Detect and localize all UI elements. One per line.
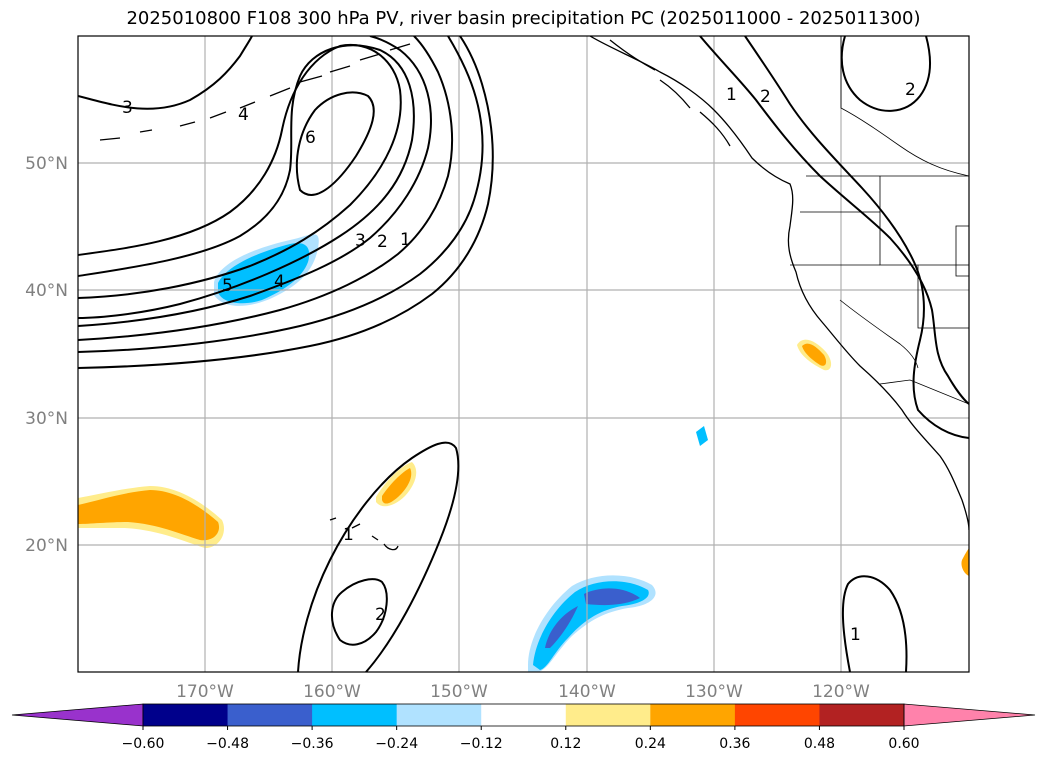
colorbar-tick-label: −0.60 <box>122 736 165 752</box>
colorbar-tick-label: 0.12 <box>550 736 581 752</box>
colorbar-tick-label: 0.60 <box>888 736 919 752</box>
pv-contour-5 <box>78 43 402 299</box>
colorbar-tick-label: 0.48 <box>804 736 835 752</box>
pv-contour-2-east <box>744 36 969 439</box>
pv-label: 2 <box>377 232 388 252</box>
precip-shading <box>78 234 969 672</box>
pv-contour-3-top <box>78 36 253 110</box>
pv-contour-2-south <box>331 578 388 646</box>
lon-label: 170°W <box>176 682 234 702</box>
map-border <box>77 35 970 673</box>
pv-label: 3 <box>355 231 366 251</box>
colorbar-tick-label: 0.24 <box>635 736 666 752</box>
pv-label: 1 <box>343 525 354 545</box>
coastlines <box>99 36 969 551</box>
colorbar-tick-label: −0.24 <box>375 736 418 752</box>
pv-label: 4 <box>274 272 285 292</box>
pv-contour-1-se <box>841 575 908 672</box>
pv-contour-1-b <box>78 36 494 369</box>
longitude-labels: 170°W 160°W 150°W 140°W 130°W 120°W <box>176 682 870 702</box>
pv-contour-4 <box>78 44 415 319</box>
pv-contour-2-ne <box>840 36 931 112</box>
lat-label: 20°N <box>25 536 68 556</box>
map-panel <box>78 36 969 672</box>
pv-label: 2 <box>375 605 386 625</box>
pv-contours <box>78 36 969 672</box>
positive-anomaly-edge <box>961 548 969 576</box>
colorbar <box>11 703 1036 727</box>
pv-contour-3 <box>78 36 432 327</box>
pv-contour-labels: 3 4 6 5 4 3 2 1 1 2 2 1 2 1 <box>122 80 916 645</box>
negative-anomaly-core <box>218 242 310 304</box>
lat-label: 50°N <box>25 154 68 174</box>
negative-anomaly-small <box>696 426 708 446</box>
colorbar-segment <box>227 704 313 726</box>
colorbar-tick-label: −0.48 <box>206 736 249 752</box>
colorbar-segment <box>734 704 820 726</box>
pv-label: 2 <box>905 80 916 100</box>
colorbar-extend-low <box>11 703 144 727</box>
pv-label: 1 <box>726 85 737 105</box>
colorbar-extend-high <box>903 703 1036 727</box>
pv-contour-1-south <box>297 441 460 672</box>
colorbar-tick-label: −0.12 <box>460 736 503 752</box>
positive-anomaly-hawaii-core <box>382 468 412 504</box>
pv-label: 3 <box>122 98 133 118</box>
lon-label: 160°W <box>303 682 361 702</box>
graticule <box>78 36 969 672</box>
colorbar-segment <box>819 704 905 726</box>
colorbar-tick-label: −0.36 <box>291 736 334 752</box>
colorbar-segment <box>565 704 651 726</box>
colorbar-segment <box>650 704 736 726</box>
pv-contour-1 <box>78 36 484 353</box>
colorbar-labels: −0.60 −0.48 −0.36 −0.24 −0.12 0.12 0.24 0.36 0.4… <box>122 726 920 752</box>
lon-label: 150°W <box>430 682 488 702</box>
colorbar-border <box>142 703 905 727</box>
lon-label: 130°W <box>685 682 743 702</box>
colorbar-segment <box>312 704 398 726</box>
colorbar-segment <box>396 704 482 726</box>
pv-label: 1 <box>400 230 411 250</box>
colorbar-segment <box>143 704 229 726</box>
pv-label: 1 <box>850 625 861 645</box>
map-title: 2025010800 F108 300 hPa PV, river basin … <box>126 8 921 29</box>
lat-label: 30°N <box>25 409 68 429</box>
lon-label: 120°W <box>812 682 870 702</box>
positive-anomaly-california-core <box>802 343 827 366</box>
pv-label: 4 <box>238 105 249 125</box>
pv-contour-6 <box>295 91 375 196</box>
lon-label: 140°W <box>558 682 616 702</box>
pv-contour-2 <box>78 36 454 341</box>
latitude-labels: 50°N 40°N 30°N 20°N <box>25 154 68 556</box>
lat-label: 40°N <box>25 281 68 301</box>
pv-label: 5 <box>222 276 233 296</box>
colorbar-segment <box>481 704 567 726</box>
pv-label: 6 <box>305 128 316 148</box>
pv-label: 2 <box>760 87 771 107</box>
pv-contour-1-east <box>699 36 969 405</box>
colorbar-tick-label: 0.36 <box>719 736 750 752</box>
negative-anomaly-south-max <box>545 588 640 648</box>
positive-anomaly-core <box>78 490 220 541</box>
